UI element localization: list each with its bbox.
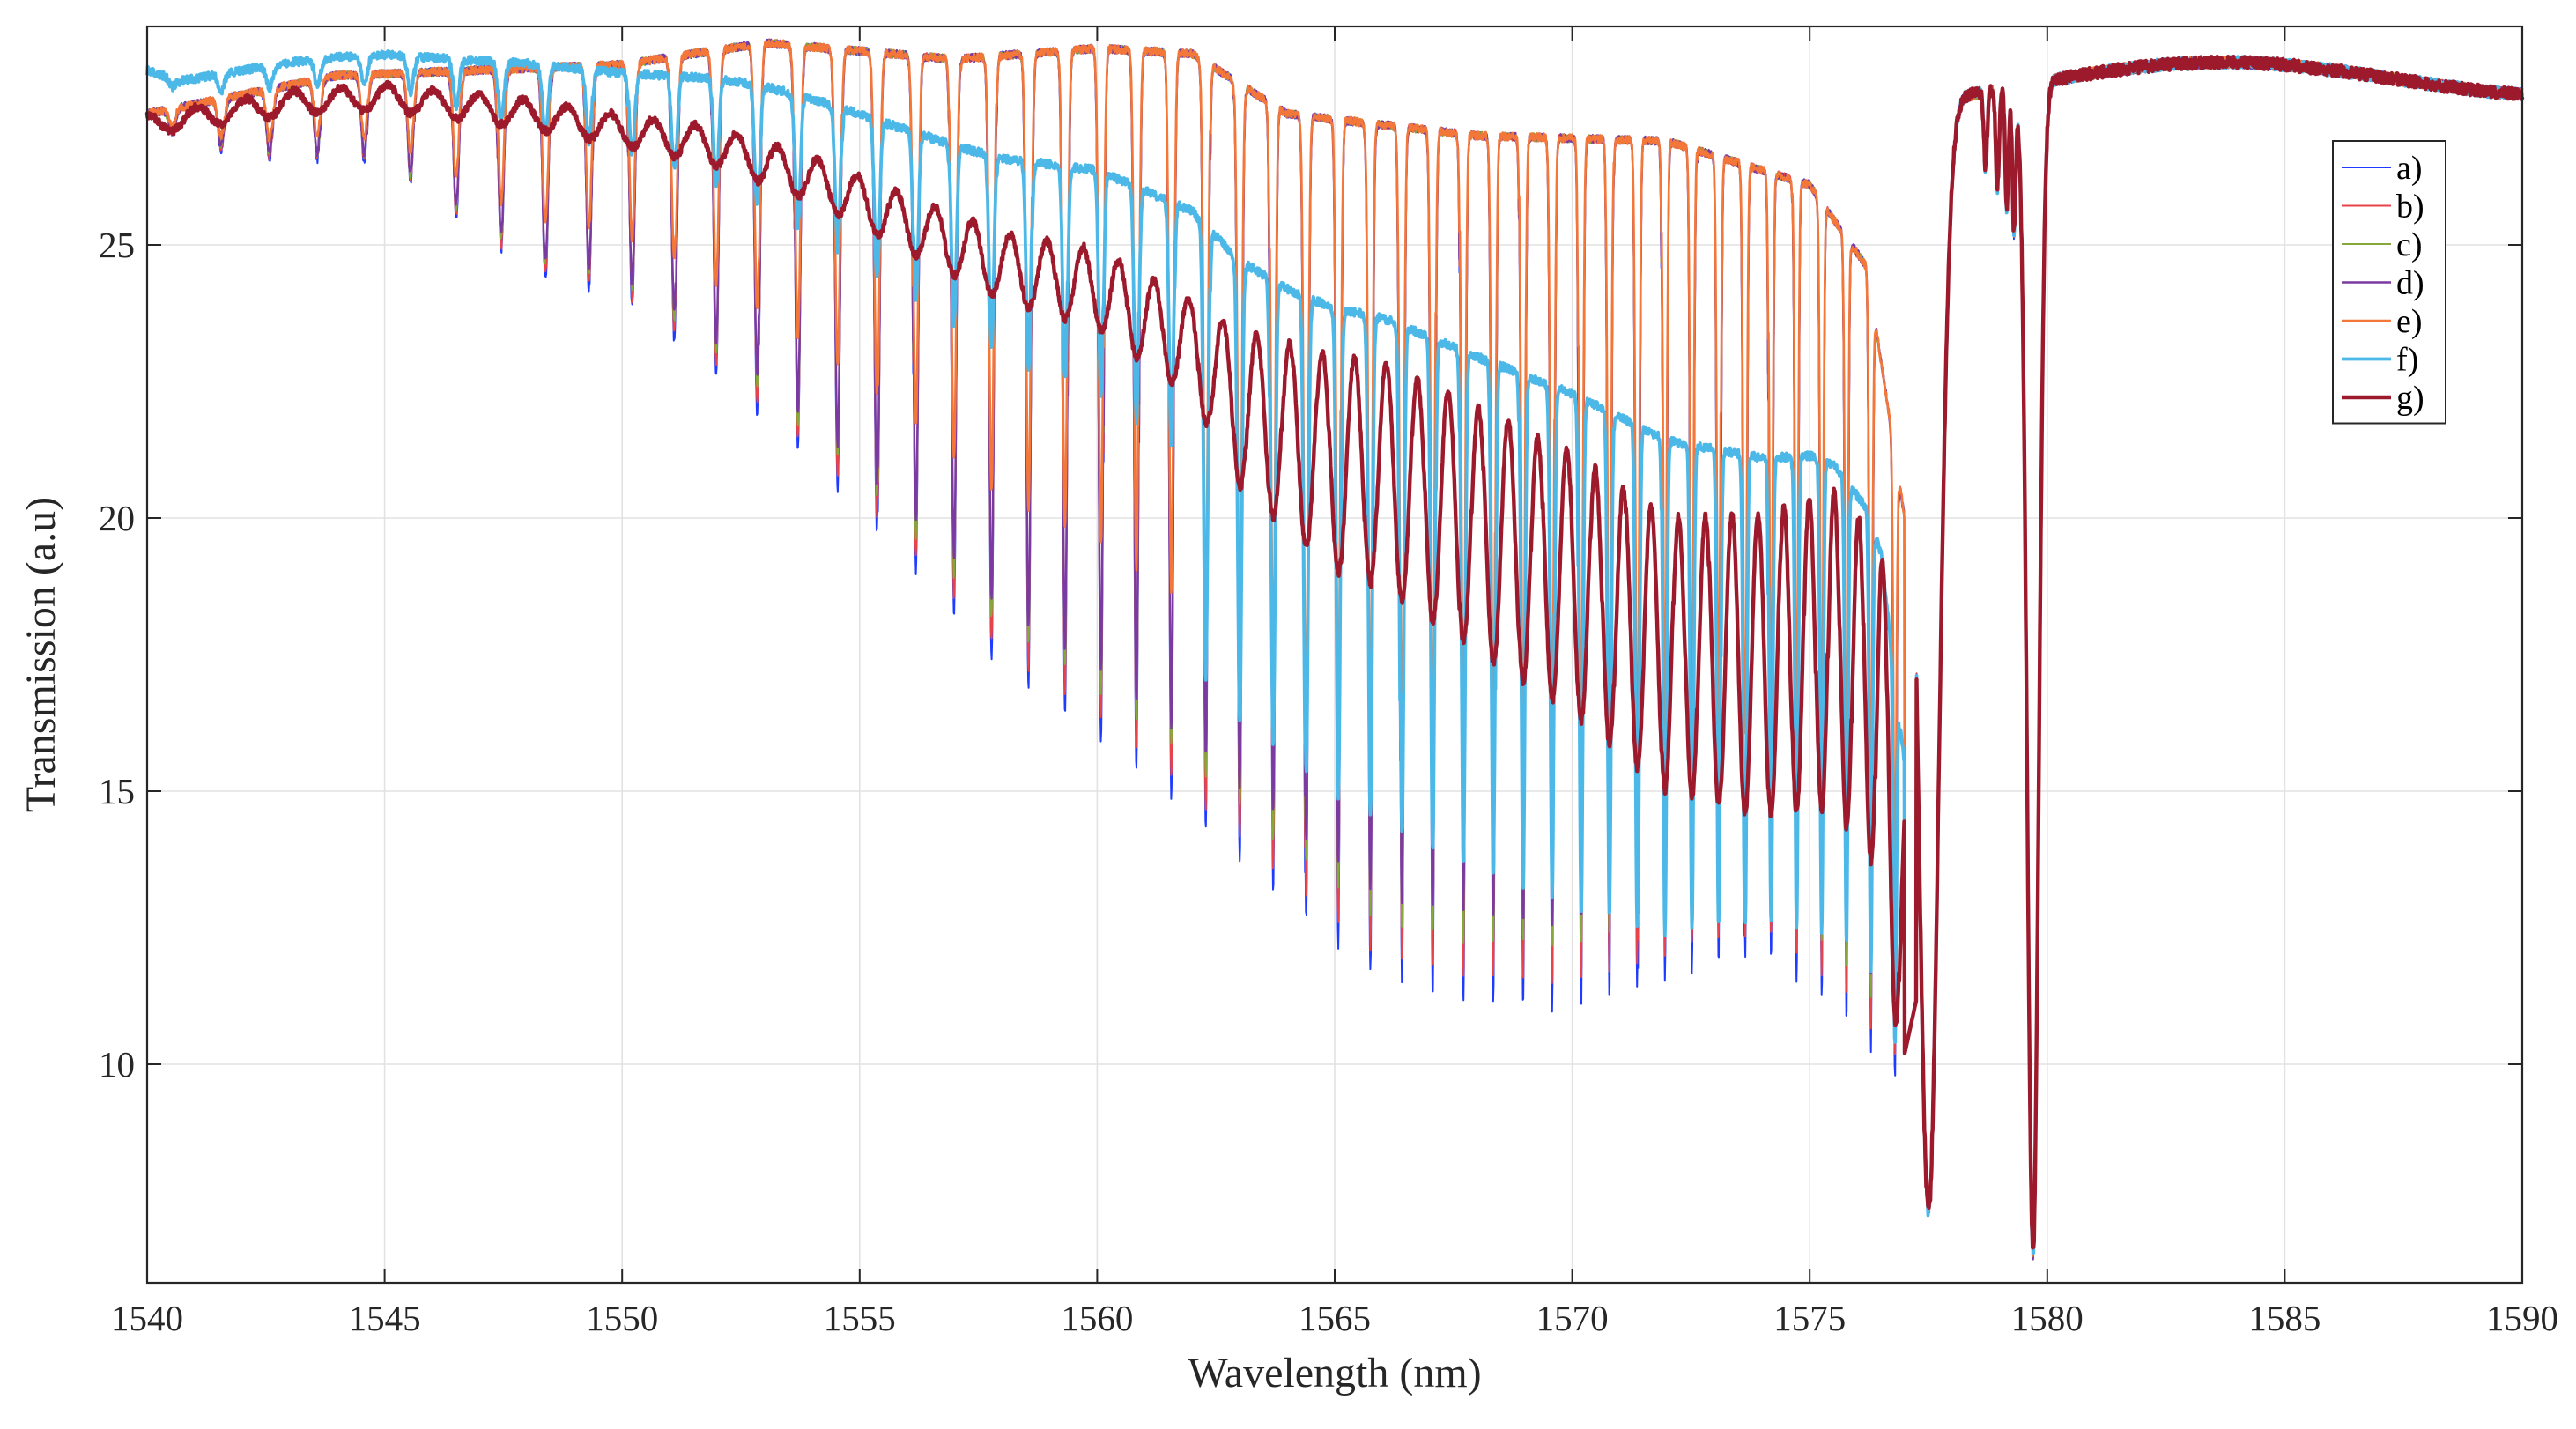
y-axis-title: Transmission (a.u)	[18, 497, 64, 812]
legend-label: f)	[2396, 342, 2418, 379]
x-tick-label: 1550	[586, 1298, 658, 1338]
x-tick-label: 1540	[111, 1298, 183, 1338]
x-tick-label: 1585	[2248, 1298, 2321, 1338]
x-axis-title: Wavelength (nm)	[1188, 1350, 1481, 1396]
legend-label: a)	[2396, 150, 2423, 187]
series-line-g	[144, 55, 2525, 1250]
x-tick-label: 1580	[2011, 1298, 2084, 1338]
tick-labels: 1540 1545 1550 1555 1560 1565 1570 1575 1580 1585…	[99, 225, 2558, 1338]
y-tick-label: 20	[99, 498, 135, 538]
y-tick-label: 15	[99, 771, 135, 811]
y-tick-label: 10	[99, 1044, 135, 1085]
axis-ticks	[146, 26, 2523, 1283]
legend-label: g)	[2396, 380, 2424, 417]
x-tick-label: 1555	[824, 1298, 896, 1338]
legend-label: d)	[2396, 265, 2424, 302]
legend-label: e)	[2396, 303, 2423, 340]
x-tick-label: 1590	[2486, 1298, 2558, 1338]
legend-label: c)	[2396, 226, 2423, 263]
y-tick-label: 25	[99, 225, 135, 265]
legend: a)b)c)d)e)f)g)	[2332, 140, 2446, 425]
x-tick-label: 1560	[1061, 1298, 1133, 1338]
data-series	[144, 38, 2525, 1261]
legend-entries: a)b)c)d)e)f)g)	[2342, 150, 2424, 417]
x-tick-label: 1565	[1299, 1298, 1371, 1338]
x-tick-label: 1575	[1773, 1298, 1846, 1338]
legend-label: b)	[2396, 189, 2424, 226]
x-tick-label: 1545	[349, 1298, 421, 1338]
x-tick-label: 1570	[1536, 1298, 1609, 1338]
